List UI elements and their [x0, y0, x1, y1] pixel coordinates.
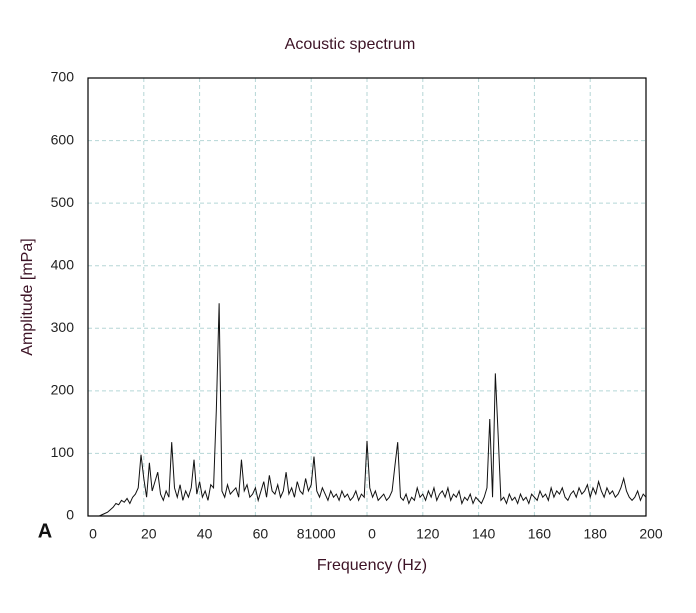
x-tick-label: 60 [253, 526, 269, 542]
chart-title: Acoustic spectrum [285, 36, 416, 53]
x-tick-label: 0 [368, 526, 376, 542]
y-tick-label: 700 [51, 69, 75, 85]
x-tick-label: 0 [89, 526, 97, 542]
x-tick-label: 200 [639, 526, 663, 542]
y-tick-label: 300 [51, 319, 75, 335]
y-axis-title: Amplitude [mPa] [19, 238, 36, 355]
y-tick-label: 400 [51, 256, 75, 272]
spectrum-line [98, 303, 647, 517]
x-tick-label: 20 [141, 526, 157, 542]
x-tick-label: 180 [584, 526, 608, 542]
x-tick-label: 140 [472, 526, 496, 542]
y-tick-label: 500 [51, 194, 75, 210]
y-tick-label: 0 [66, 507, 74, 523]
plot-frame [87, 77, 647, 517]
x-axis-title: Frequency (Hz) [317, 557, 427, 574]
x-tick-label: 81000 [297, 526, 336, 542]
panel-label: A [38, 520, 52, 542]
x-tick-label: 160 [528, 526, 552, 542]
y-tick-label: 600 [51, 131, 75, 147]
y-tick-label: 200 [51, 382, 75, 398]
y-tick-label: 100 [51, 444, 75, 460]
x-tick-label: 120 [416, 526, 440, 542]
x-tick-label: 40 [197, 526, 213, 542]
